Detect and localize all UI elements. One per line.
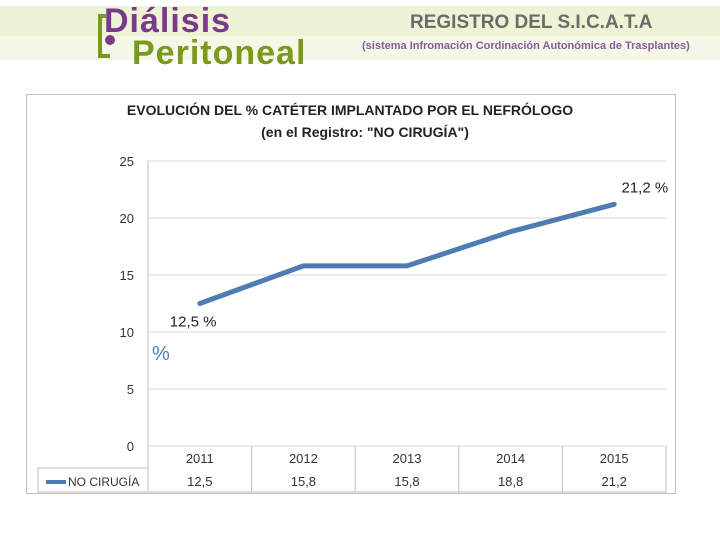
data-point xyxy=(301,263,306,268)
x-category-label: 2013 xyxy=(393,451,422,466)
data-point xyxy=(612,202,617,207)
data-annotation: 21,2 % xyxy=(621,179,668,196)
table-value-cell: 21,2 xyxy=(602,474,627,489)
header-band-top xyxy=(0,6,720,36)
logo-bracket-icon xyxy=(98,14,115,58)
registry-subtitle: (sistema Infromación Cordinación Autonóm… xyxy=(362,40,690,52)
series-line-no-cirugia xyxy=(197,201,617,306)
data-annotation: 12,5 % xyxy=(170,314,217,331)
header-band: Diálisis Peritoneal REGISTRO DEL S.I.C.A… xyxy=(0,0,720,74)
chart-title: EVOLUCIÓN DEL % CATÉTER IMPLANTADO POR E… xyxy=(126,102,574,118)
x-category-label: 2011 xyxy=(186,451,214,466)
series-layer xyxy=(197,201,617,306)
logo-peritoneal: Peritoneal xyxy=(132,34,307,72)
label-layer: 12,5 % 21,2 %% xyxy=(152,179,668,365)
x-category-label: 2015 xyxy=(600,451,629,466)
y-tick-label: 5 xyxy=(127,382,134,397)
table-value-cell: 18,8 xyxy=(498,474,523,489)
table-value-cell: 15,8 xyxy=(291,474,316,489)
x-category-label: 2014 xyxy=(496,451,525,466)
y-tick-label: 25 xyxy=(120,154,134,169)
y-axis-label: % xyxy=(152,343,170,365)
data-point xyxy=(197,301,202,306)
logo-dialisis: Diálisis xyxy=(104,2,232,40)
y-tick-label: 20 xyxy=(120,211,134,226)
table-value-cell: 15,8 xyxy=(394,474,419,489)
data-point xyxy=(508,229,513,234)
data-table: 2011 2012 2013 2014 2015 12,5 15,8 15,8 18,8 21,2… xyxy=(37,446,667,493)
x-category-label: 2012 xyxy=(289,451,318,466)
y-tick-label: 0 xyxy=(127,439,134,454)
data-point xyxy=(405,263,409,268)
table-value-cell: 12,5 xyxy=(187,474,212,489)
axis-layer: 0 5 10 15 20 25 xyxy=(120,154,149,492)
registry-title: REGISTRO DEL S.I.C.A.T.A xyxy=(410,12,653,33)
grid-layer xyxy=(148,160,666,447)
legend-label: NO CIRUGÍA xyxy=(68,474,139,489)
chart-subtitle: (en el Registro: "NO CIRUGÍA") xyxy=(261,124,469,140)
y-tick-label: 15 xyxy=(120,268,134,283)
y-tick-label: 10 xyxy=(120,325,134,340)
header-band-bottom xyxy=(0,36,720,60)
